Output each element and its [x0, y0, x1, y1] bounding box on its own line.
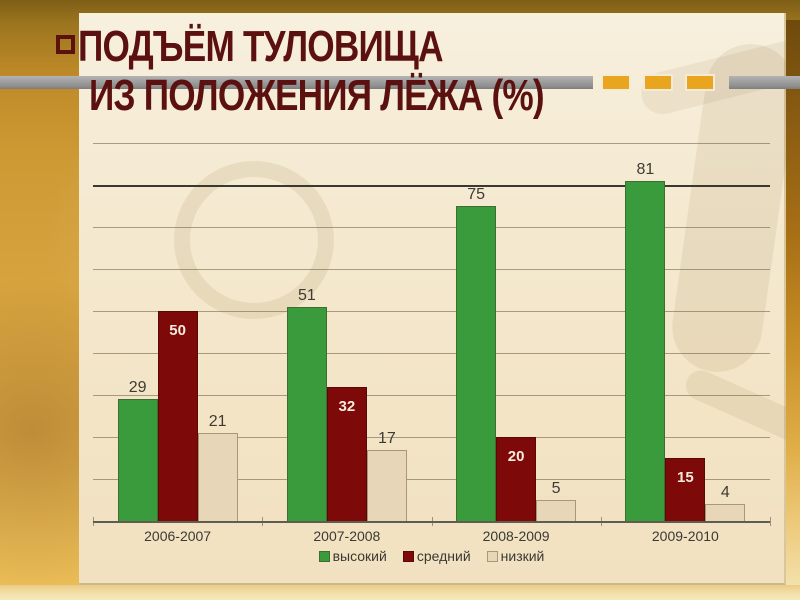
legend-item: высокий — [318, 548, 387, 564]
slide-title-line2: ИЗ ПОЛОЖЕНИЯ ЛЁЖА (%) — [89, 71, 545, 120]
bar — [197, 432, 238, 521]
legend-label: средний — [416, 548, 471, 564]
gridline — [93, 227, 770, 228]
bar-value-label: 5 — [551, 480, 561, 497]
bar — [665, 458, 706, 521]
right-edge-strip — [786, 20, 800, 585]
legend-label: низкий — [500, 548, 545, 564]
bar-value-label: 21 — [208, 412, 227, 430]
gridline — [93, 395, 770, 396]
category-tick — [431, 517, 433, 526]
background-silhouette-skateboard-icon — [681, 365, 800, 471]
bottom-edge-strip — [0, 585, 800, 600]
bar-value-label: 51 — [297, 286, 316, 304]
x-axis-label: 2006-2007 — [144, 528, 212, 544]
title-bullet-icon — [51, 35, 78, 70]
bar-value-label: 81 — [636, 160, 655, 178]
gridline — [93, 269, 770, 270]
bar — [625, 180, 666, 521]
bar — [157, 311, 198, 521]
gridline — [93, 479, 770, 480]
bar — [326, 386, 367, 521]
legend-item: средний — [402, 548, 471, 564]
gridline — [93, 185, 770, 187]
slide-title-line1: ПОДЪЁМ ТУЛОВИЩА — [78, 22, 443, 71]
bar-value-label: 15 — [677, 469, 694, 486]
bar — [496, 437, 537, 521]
bar-value-label: 17 — [377, 429, 396, 447]
bar — [456, 206, 497, 521]
divider-dash-icon — [601, 74, 631, 91]
gridline — [93, 353, 770, 354]
chart-legend: высокий средний низкий — [93, 548, 770, 564]
divider-dash-icon — [685, 74, 715, 91]
legend-swatch-icon — [402, 550, 414, 562]
gridline — [93, 143, 770, 144]
bar-value-label: 75 — [467, 186, 486, 203]
bar — [705, 504, 746, 521]
gridline — [93, 311, 770, 312]
bar-value-label: 32 — [338, 397, 356, 415]
bar — [536, 500, 577, 521]
bar-value-label: 29 — [128, 379, 147, 397]
bar — [366, 449, 407, 521]
bar-value-label: 50 — [169, 322, 186, 339]
category-tick — [600, 517, 602, 526]
bar-value-label: 4 — [720, 484, 730, 502]
bar-value-label: 20 — [507, 448, 525, 465]
bar — [286, 306, 327, 521]
title-divider-bar — [729, 76, 800, 89]
category-tick — [262, 517, 264, 526]
legend-label: высокий — [332, 548, 387, 564]
category-tick — [770, 517, 771, 526]
legend-swatch-icon — [318, 550, 330, 562]
divider-dash-icon — [643, 74, 673, 91]
legend-swatch-icon — [486, 550, 498, 562]
gridline — [93, 437, 770, 438]
x-axis-label: 2009-2010 — [651, 528, 719, 544]
bar — [117, 399, 158, 521]
title-divider-bar — [0, 76, 593, 89]
x-axis-label: 2007-2008 — [313, 528, 381, 544]
category-tick — [93, 517, 94, 526]
legend-item: низкий — [486, 548, 545, 564]
x-axis-label: 2008-2009 — [482, 528, 550, 544]
